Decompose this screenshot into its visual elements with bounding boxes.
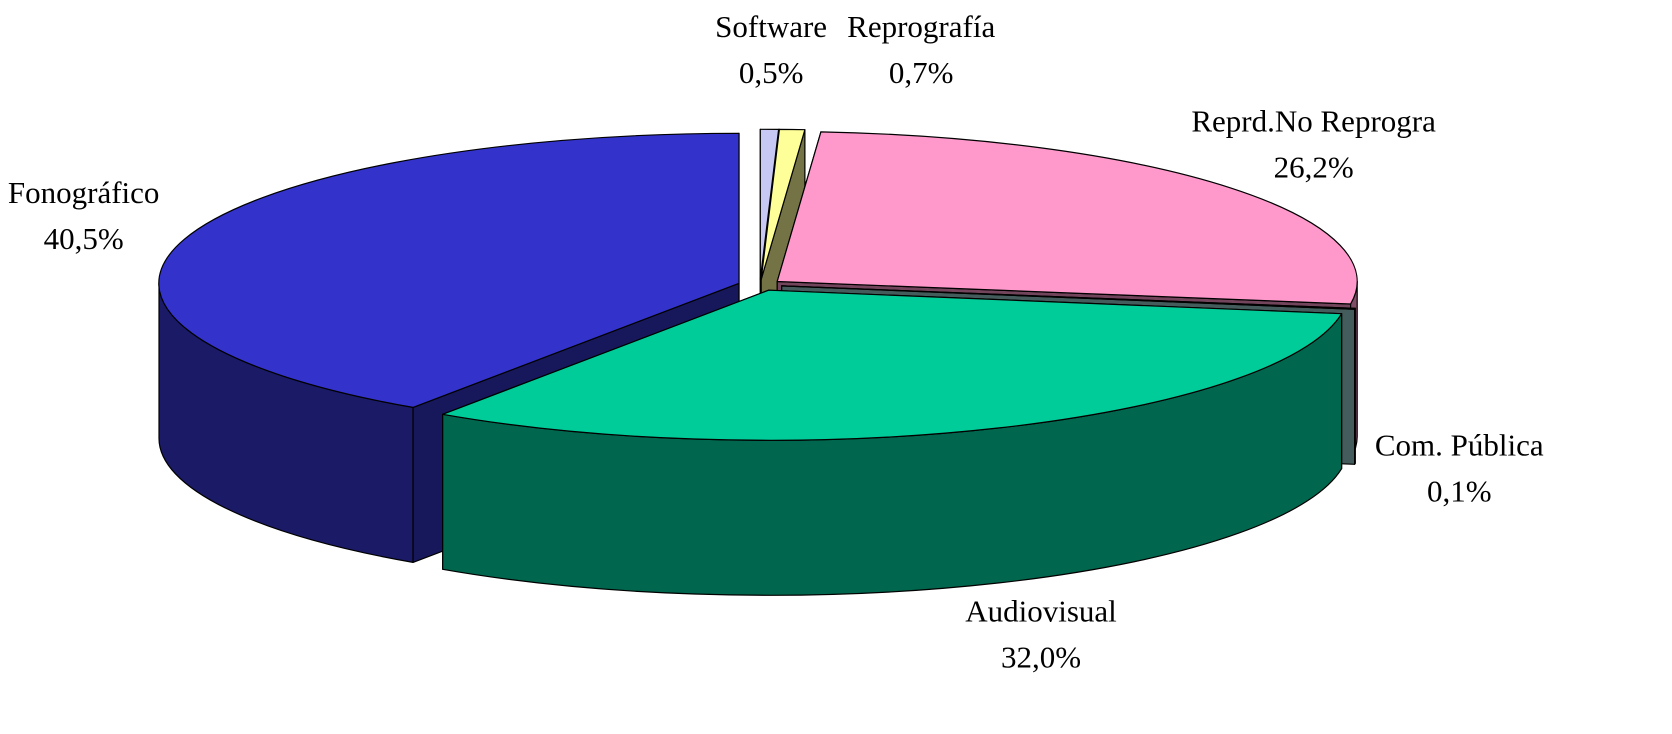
slice: [759, 128, 780, 280]
slice-value-label: 0,5%: [739, 55, 804, 90]
slice-value-label: 0,7%: [889, 55, 954, 90]
slice-value-label: 32,0%: [1001, 640, 1081, 675]
slice-label: Fonográfico: [8, 175, 160, 210]
slice-label: Software: [715, 9, 827, 44]
slice-label: Audiovisual: [965, 594, 1117, 629]
slice-label: Reprografía: [847, 9, 995, 44]
slice: [781, 285, 1356, 310]
slice: [760, 128, 806, 280]
slice-value-label: 0,1%: [1427, 473, 1492, 508]
slice: [158, 132, 740, 408]
slice-value-label: 26,2%: [1274, 150, 1354, 185]
slice-label: Reprd.No Reprogra: [1191, 104, 1436, 139]
slice-side: [1354, 307, 1356, 465]
slice-value-label: 40,5%: [44, 221, 124, 256]
slice: [442, 289, 1343, 441]
slice: [776, 131, 1358, 305]
slice-label: Com. Pública: [1375, 427, 1544, 462]
